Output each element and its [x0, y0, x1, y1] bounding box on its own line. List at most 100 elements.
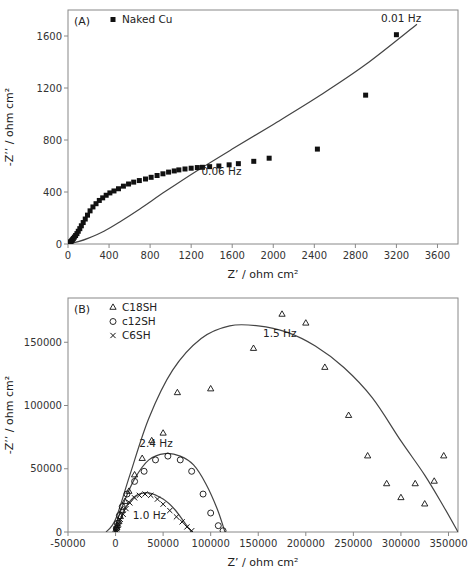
x-tick: [305, 532, 306, 536]
data-point: [174, 514, 179, 519]
panel-title: (B): [74, 303, 90, 316]
chart-panel: -500000500001000001500002000002500003000…: [0, 288, 474, 576]
x-tick: [210, 532, 211, 536]
data-point: [111, 188, 116, 193]
data-point: [394, 32, 399, 37]
data-point: [322, 364, 328, 369]
fit-line: [115, 493, 192, 532]
y-tick: [64, 140, 68, 141]
x-tick: [273, 244, 274, 248]
annotation: 1.5 Hz: [263, 327, 297, 339]
data-point: [148, 493, 153, 498]
y-tick-label: 1600: [37, 31, 62, 42]
data-point: [143, 177, 148, 182]
x-tick: [314, 244, 315, 248]
plot-frame: [68, 298, 458, 532]
data-point: [142, 491, 147, 496]
y-tick-label: 800: [43, 135, 62, 146]
legend-marker: [111, 17, 116, 22]
annotation: 0.06 Hz: [201, 165, 242, 177]
data-point: [132, 478, 138, 484]
data-point: [139, 455, 145, 460]
x-tick-label: 2800: [343, 250, 368, 261]
data-point: [303, 320, 309, 325]
scatter-series: [113, 311, 446, 530]
x-tick-label: 50000: [147, 538, 179, 549]
x-tick-label: 350000: [429, 538, 467, 549]
y-tick: [64, 192, 68, 193]
data-point: [431, 478, 437, 483]
data-point: [131, 471, 137, 476]
data-point: [251, 159, 256, 164]
y-tick: [64, 532, 68, 533]
x-tick-label: 1200: [178, 250, 203, 261]
data-point: [166, 170, 171, 175]
data-point: [267, 156, 272, 161]
x-tick-label: 200000: [287, 538, 325, 549]
legend: C18SH c12SH C6SH: [110, 301, 157, 341]
legend-marker: [110, 304, 116, 309]
axes: 0400800120016002000240028003200360004008…: [37, 31, 451, 262]
data-point: [127, 500, 132, 505]
legend-label: C6SH: [122, 329, 151, 341]
y-tick-label: 50000: [30, 463, 62, 474]
fit-line: [68, 24, 417, 244]
x-tick: [353, 532, 354, 536]
data-point: [126, 181, 131, 186]
legend-marker: [110, 333, 115, 338]
data-point: [195, 165, 200, 170]
x-tick: [163, 532, 164, 536]
x-tick: [150, 244, 151, 248]
fit-line: [113, 453, 225, 532]
x-tick-label: 2400: [302, 250, 327, 261]
y-tick-label: 0: [56, 239, 62, 250]
x-tick: [258, 532, 259, 536]
data-point: [220, 528, 226, 532]
x-tick: [115, 532, 116, 536]
data-point: [85, 213, 90, 218]
x-tick-label: 2000: [261, 250, 286, 261]
data-point: [398, 494, 404, 499]
y-tick: [64, 36, 68, 37]
data-point: [155, 173, 160, 178]
legend-label: Naked Cu: [122, 13, 172, 25]
x-tick-label: -50000: [50, 538, 85, 549]
x-tick: [355, 244, 356, 248]
data-point: [200, 491, 206, 497]
x-tick-label: 250000: [334, 538, 372, 549]
x-tick: [396, 244, 397, 248]
data-point: [123, 506, 128, 511]
legend-label: c12SH: [122, 315, 156, 327]
data-point: [189, 468, 195, 474]
data-point: [160, 430, 166, 435]
data-point: [183, 166, 188, 171]
scatter-series: [68, 32, 399, 244]
data-point: [141, 468, 147, 474]
plot-area: [68, 24, 417, 244]
axes: -500000500001000001500002000002500003000…: [24, 337, 468, 549]
x-axis-label: Z’ / ohm cm²: [228, 556, 299, 569]
scatter-series: [113, 491, 194, 532]
legend: Naked Cu: [111, 13, 173, 25]
y-tick: [64, 88, 68, 89]
data-point: [137, 493, 142, 498]
y-tick: [64, 405, 68, 406]
data-point: [124, 491, 130, 497]
x-tick: [232, 244, 233, 248]
y-tick-label: 400: [43, 187, 62, 198]
legend-label: C18SH: [122, 301, 157, 313]
y-tick-label: 0: [56, 527, 62, 538]
data-point: [441, 453, 447, 458]
y-axis-label: -Z’’ / ohm cm²: [3, 376, 16, 454]
x-tick: [191, 244, 192, 248]
x-tick-label: 3200: [384, 250, 409, 261]
x-tick: [68, 532, 69, 536]
panel-title: (A): [74, 15, 90, 28]
data-point: [315, 147, 320, 152]
y-tick: [64, 342, 68, 343]
data-point: [345, 412, 351, 417]
data-point: [365, 453, 371, 458]
x-tick-label: 800: [141, 250, 160, 261]
data-point: [172, 168, 177, 173]
x-tick-label: 1600: [219, 250, 244, 261]
